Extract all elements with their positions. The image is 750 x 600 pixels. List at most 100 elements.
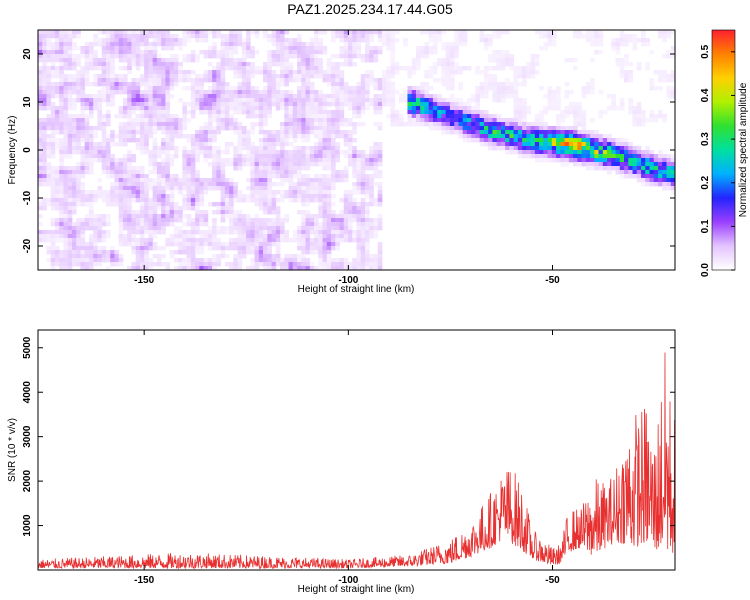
spectrogram-cell [331,78,336,83]
spectrogram-cell [322,74,328,79]
spectrogram-cell [560,154,565,159]
spectrogram-cell [364,90,370,95]
spectrogram-cell [135,198,141,203]
spectrogram-cell [275,98,281,103]
spectrogram-cell [288,162,294,167]
spectrogram-cell [101,222,107,227]
spectrogram-cell [165,78,171,83]
spectrogram-cell [373,54,379,59]
spectrogram-cell [590,158,595,163]
spectrogram-cell [500,126,506,131]
spectrogram-cell [241,70,247,75]
spectrogram-cell [547,126,553,131]
spectrogram-cell [275,166,281,171]
spectrogram-cell [297,34,302,39]
spectrogram-cell [390,66,396,71]
spectrogram-cell [466,138,472,143]
spectrogram-cell [284,162,289,167]
spectrogram-cell [63,130,69,135]
spectrogram-cell [59,158,64,163]
spectrogram-cell [97,214,103,219]
spectrogram-cell [263,142,268,147]
spectrogram-cell [263,182,268,187]
spectrogram-cell [250,150,255,155]
spectrogram-cell [59,218,64,223]
spectrogram-cell [131,122,137,127]
spectrogram-cell [335,222,340,227]
spectrogram-cell [67,198,73,203]
spectrogram-cell [352,42,357,47]
spectrogram-cell [475,114,481,119]
spectrogram-cell [666,86,672,91]
spectrogram-cell [471,110,476,115]
spectrogram-cell [118,46,124,51]
spectrogram-cell [118,38,124,43]
spectrogram-cell [212,222,217,227]
spectrogram-cell [67,50,73,55]
spectrogram-cell [360,210,366,215]
spectrogram-cell [161,170,166,175]
spectrogram-cell [415,86,421,91]
spectrogram-cell [84,58,90,63]
spectrogram-cell [356,50,362,55]
spectrogram-cell [118,234,124,239]
spectrogram-cell [331,242,336,247]
spectrogram-cell [152,38,158,43]
spectrogram-cell [254,30,260,35]
spectrogram-cell [496,50,502,55]
spectrogram-cell [407,86,413,91]
spectrogram-cell [207,54,213,59]
spectrogram-cell [471,134,476,139]
spectrogram-cell [301,94,306,99]
spectrogram-cell [203,126,209,131]
spectrogram-cell [573,130,578,135]
spectrogram-cell [360,78,366,83]
spectrogram-cell [135,126,141,131]
spectrogram-cell [462,30,468,35]
spectrogram-cell [653,70,659,75]
spectrogram-cell [97,226,103,231]
spectrogram-cell [156,226,162,231]
spectrogram-cell [356,158,362,163]
spectrogram-cell [173,154,179,159]
spectrogram-cell [63,110,69,115]
spectrogram-cell [135,102,141,107]
spectrogram-cell [93,58,98,63]
spectrogram-cell [118,130,124,135]
spectrogram-cell [449,50,455,55]
spectrogram-cell [237,38,243,43]
spectrogram-cell [369,226,374,231]
spectrogram-cell [233,226,238,231]
spectrogram-cell [373,254,379,259]
spectrogram-cell [195,182,200,187]
spectrogram-cell [220,78,226,83]
y-tick-label: 2000 [22,470,33,493]
spectrogram-cell [127,158,132,163]
spectrogram-cell [54,66,60,71]
colorbar-label: Normalized spectral amplitude [738,82,749,217]
spectrogram-cell [110,42,115,47]
spectrogram-cell [556,98,561,103]
spectrogram-cell [59,230,64,235]
spectrogram-cell [207,126,213,131]
spectrogram-cell [318,202,323,207]
spectrogram-cell [212,158,217,163]
spectrogram-cell [220,242,226,247]
spectrogram-cell [509,54,515,59]
spectrogram-cell [42,118,47,123]
spectrogram-cell [271,166,277,171]
spectrogram-cell [530,122,536,127]
spectrogram-cell [237,106,243,111]
spectrogram-cell [373,106,379,111]
spectrogram-cell [135,142,141,147]
spectrogram-cell [649,162,655,167]
spectrogram-cell [165,110,171,115]
spectrogram-cell [292,74,298,79]
spectrogram-cell [80,190,86,195]
spectrogram-cell [67,182,73,187]
spectrogram-cell [71,170,77,175]
spectrogram-cell [373,102,379,107]
spectrogram-cell [148,262,154,267]
spectrogram-cell [67,46,73,51]
spectrogram-cell [352,262,357,267]
